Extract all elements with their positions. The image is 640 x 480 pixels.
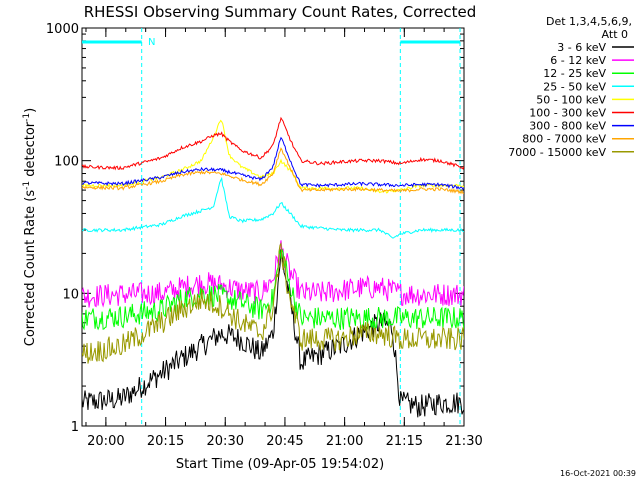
series-line-3 [82, 176, 464, 239]
x-tick-label: 20:45 [266, 434, 303, 449]
legend-header-line-2: Att 0 [602, 28, 628, 41]
night-flag-label: N [148, 37, 155, 48]
series-line-6 [82, 136, 464, 190]
y-axis-label: Corrected Count Rate (s-1 detector-1) [22, 108, 38, 346]
x-axis: 20:00 20:15 20:30 20:45 21:00 21:15 21:30 [85, 28, 483, 449]
plot-frame [81, 27, 465, 427]
y-tick-label: 1 [71, 420, 79, 435]
legend-entry-label: 6 - 12 keV [550, 54, 606, 67]
chart-title: RHESSI Observing Summary Count Rates, Co… [84, 3, 477, 21]
footer-timestamp: 16-Oct-2021 00:39 [560, 469, 636, 478]
legend-entry-label: 50 - 100 keV [536, 93, 606, 106]
y-axis-label-sup1: -1 [22, 181, 32, 190]
legend-entry-label: 800 - 7000 keV [522, 133, 606, 146]
x-tick-label: 21:15 [386, 434, 423, 449]
legend-entry-label: 3 - 6 keV [557, 41, 606, 54]
x-tick-label: 21:30 [445, 434, 482, 449]
series-line-8 [82, 242, 464, 364]
y-axis-label-sup2: -1 [22, 113, 32, 122]
series-line-0 [82, 249, 464, 418]
y-tick-label: 1000 [46, 22, 79, 37]
x-axis-label: Start Time (09-Apr-05 19:54:02) [176, 457, 384, 472]
y-tick-label: 10 [62, 287, 79, 302]
series-line-5 [82, 116, 464, 171]
x-tick-label: 20:15 [147, 434, 184, 449]
y-axis-label-main: Corrected Count Rate (s [23, 190, 38, 347]
x-tick-label: 21:00 [326, 434, 363, 449]
x-tick-label: 20:00 [87, 434, 124, 449]
y-tick-label: 100 [54, 155, 79, 170]
series-line-1 [82, 240, 464, 308]
legend-entry-label: 25 - 50 keV [543, 80, 606, 93]
series-line-7 [82, 147, 464, 195]
x-tick-label: 20:30 [207, 434, 244, 449]
series-layer [82, 116, 464, 418]
y-axis-label-end: ) [23, 108, 38, 113]
plot-area: 1 10 100 1000 20:00 20:15 20:30 20:45 21:00 21:1… [46, 22, 483, 449]
legend-entry-label: 7000 - 15000 keV [508, 146, 606, 159]
legend-entry-label: 300 - 800 keV [529, 120, 606, 133]
legend-entry-label: 12 - 25 keV [543, 67, 606, 80]
legend-header-line-1: Det 1,3,4,5,6,9, [546, 15, 632, 28]
y-axis-label-mid: detector [23, 121, 38, 181]
legend-entry-label: 100 - 300 keV [529, 107, 606, 120]
